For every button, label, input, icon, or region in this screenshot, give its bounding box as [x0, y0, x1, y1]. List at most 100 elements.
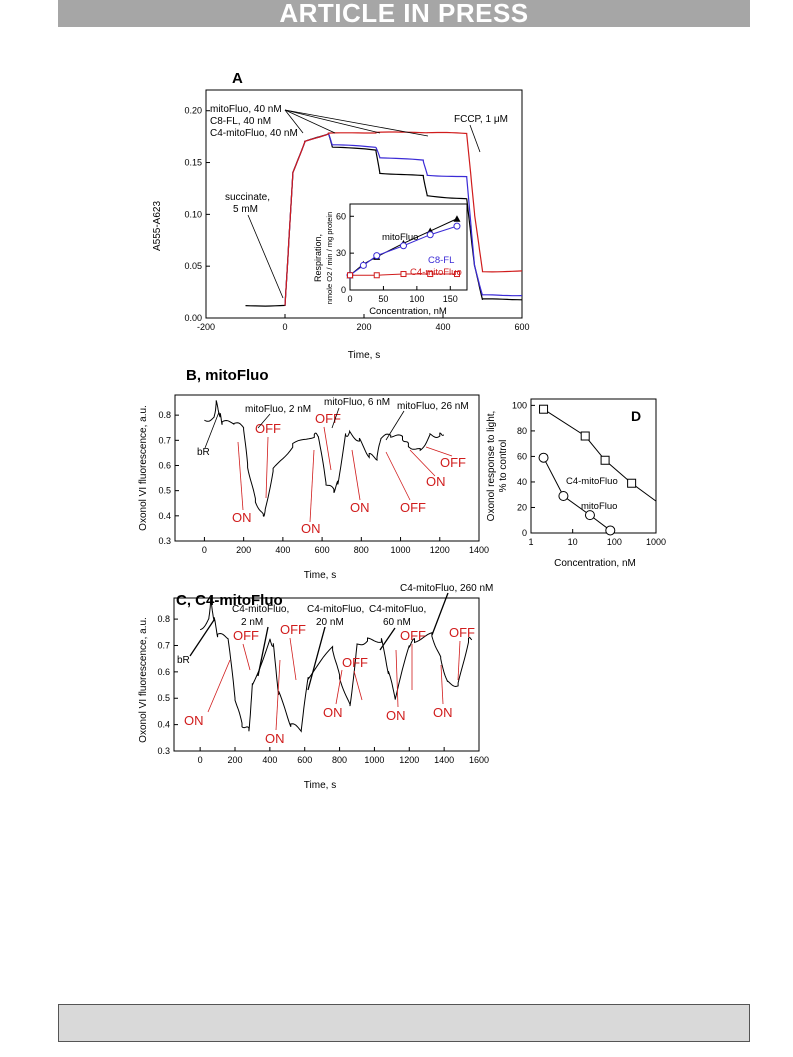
succinate-annotation: succinate, [225, 192, 270, 203]
panel-d-point-c4 [580, 431, 590, 441]
panel-a-arrows [247, 109, 481, 299]
panel-b-red-arrows [237, 426, 453, 523]
panel-b-lines [204, 400, 445, 517]
c-y-ticklabel-5: 0.8 [157, 614, 170, 624]
a-y-ticklabel-4: 0.20 [184, 106, 202, 116]
c-x-ticklabel-4: 800 [332, 755, 347, 765]
inset-point-c4 [400, 271, 407, 278]
c-x-ticklabel-3: 600 [297, 755, 312, 765]
a-y-ticklabel-2: 0.10 [184, 209, 202, 219]
a-x-ticklabel-0: -200 [197, 322, 215, 332]
succinate-dose: 5 mM [233, 204, 258, 215]
panel-d-frame [530, 398, 657, 534]
panel-a-series-2 [284, 131, 523, 306]
legend-c8fl: C8-FL, 40 nM [210, 116, 271, 127]
c-ann-c1: C4-mitoFluo, [369, 604, 426, 615]
b-off-4: OFF [440, 455, 466, 470]
a-y-ticklabel-0: 0.00 [184, 313, 202, 323]
panel-b-black-arrows [204, 407, 405, 449]
b-x-ticklabel-1: 200 [236, 545, 251, 555]
panel-d-point-c4 [539, 404, 549, 414]
c-ann-b1: C4-mitoFluo, [307, 604, 364, 615]
inset-point-c8fl [399, 242, 407, 250]
panel-d-lab-c4: C4-mitoFluo [566, 476, 618, 487]
article-in-press-banner: ARTICLE IN PRESS [58, 0, 750, 27]
panel-d-ticks: 1 10 100 1000 0 20 40 60 80 100 [512, 400, 666, 547]
panel-a-label: A [232, 70, 243, 87]
b-y-ticklabel-1: 0.4 [158, 511, 171, 521]
c-y-ticklabel-3: 0.6 [157, 667, 170, 677]
inset-x-ticklabel-0: 0 [347, 294, 352, 304]
inset-label-mitofluo: mitoFluo [382, 232, 418, 243]
d-x-ticklabel-1: 10 [568, 537, 578, 547]
panel-c-ylabel: Oxonol VI fluorescence, a.u. [138, 617, 149, 743]
inset-point-c4 [373, 272, 380, 279]
fccp-annotation: FCCP, 1 μM [454, 114, 508, 125]
d-y-ticklabel-0: 0 [522, 528, 527, 538]
b-x-ticklabel-2: 400 [275, 545, 290, 555]
panel-a-xlabel: Time, s [348, 350, 380, 361]
panel-d-xlabel: Concentration, nM [554, 558, 636, 569]
panel-c-red-arrows [207, 637, 461, 731]
panel-d-line-1 [543, 457, 611, 531]
inset-y-ticklabel-1: 30 [336, 248, 346, 258]
c-x-ticklabel-5: 1000 [364, 755, 384, 765]
b-on-2: ON [301, 521, 321, 536]
panel-c-ticks: 0 200 400 600 800 1000 1200 1400 1600 0.3 0.4 0.5 0.… [157, 614, 489, 765]
panel-c-trace [199, 598, 473, 733]
panel-b-ylabel: Oxonol VI fluorescence, a.u. [138, 405, 149, 531]
d-x-ticklabel-0: 1 [528, 537, 533, 547]
inset-ylabel-2: nmole O2 / min / mg protein [325, 212, 334, 305]
c-on-4: ON [386, 708, 406, 723]
b-off-1: OFF [255, 421, 281, 436]
panel-d-point-mito [605, 525, 616, 536]
footer-box [58, 1004, 750, 1042]
inset-y-ticklabel-0: 0 [341, 285, 346, 295]
inset-point-c4 [427, 271, 434, 278]
panel-d-ylabel-2: % to control [498, 440, 509, 493]
panel-a-ylabel: A555-A623 [152, 201, 163, 251]
c-x-ticklabel-8: 1600 [469, 755, 489, 765]
a-x-ticklabel-3: 400 [435, 322, 450, 332]
b-on-3: ON [350, 500, 370, 515]
c-y-ticklabel-4: 0.7 [157, 640, 170, 650]
b-off-3: OFF [400, 500, 426, 515]
panel-b-onoff: OFF OFF OFF OFF ON ON ON ON [232, 411, 466, 536]
panel-d-label: D [631, 408, 641, 424]
c-on-1: ON [184, 713, 204, 728]
c-on-2: ON [265, 731, 285, 746]
inset-x-ticklabel-1: 50 [378, 294, 388, 304]
panel-b-bR: bR [197, 447, 210, 458]
panel-d-point-c4 [627, 478, 637, 488]
c-ann-d: C4-mitoFluo, 260 nM [400, 583, 493, 594]
c-x-ticklabel-6: 1200 [399, 755, 419, 765]
panel-d-point-mito [584, 510, 595, 521]
inset-label-c4: C4-mitoFluo [410, 267, 462, 278]
inset-point-c8fl [359, 261, 367, 269]
inset-point-mitofluo [453, 215, 461, 222]
c-on-5: ON [433, 705, 453, 720]
d-y-ticklabel-4: 80 [517, 426, 527, 436]
a-y-ticklabel-3: 0.15 [184, 158, 202, 168]
panel-b-ann-6nm: mitoFluo, 6 nM [324, 397, 390, 408]
b-y-ticklabel-3: 0.6 [158, 460, 171, 470]
b-x-ticklabel-3: 600 [315, 545, 330, 555]
a-x-ticklabel-2: 200 [356, 322, 371, 332]
panel-d-point-mito [558, 490, 569, 501]
b-y-ticklabel-4: 0.7 [158, 435, 171, 445]
d-y-ticklabel-5: 100 [512, 400, 527, 410]
inset-point-c8fl [426, 231, 434, 239]
b-y-ticklabel-5: 0.8 [158, 410, 171, 420]
c-off-3: OFF [342, 655, 368, 670]
c-ann-c2: 60 nM [383, 617, 411, 628]
b-x-ticklabel-6: 1200 [430, 545, 450, 555]
c-x-ticklabel-7: 1400 [434, 755, 454, 765]
panel-c-onoff: OFF OFF OFF OFF OFF ON ON ON ON ON [184, 622, 475, 746]
inset-point-c4 [453, 271, 460, 278]
d-y-ticklabel-3: 60 [517, 451, 527, 461]
panel-c-xlabel: Time, s [304, 780, 336, 791]
b-x-ticklabel-7: 1400 [469, 545, 489, 555]
c-x-ticklabel-0: 0 [198, 755, 203, 765]
b-on-1: ON [232, 510, 252, 525]
